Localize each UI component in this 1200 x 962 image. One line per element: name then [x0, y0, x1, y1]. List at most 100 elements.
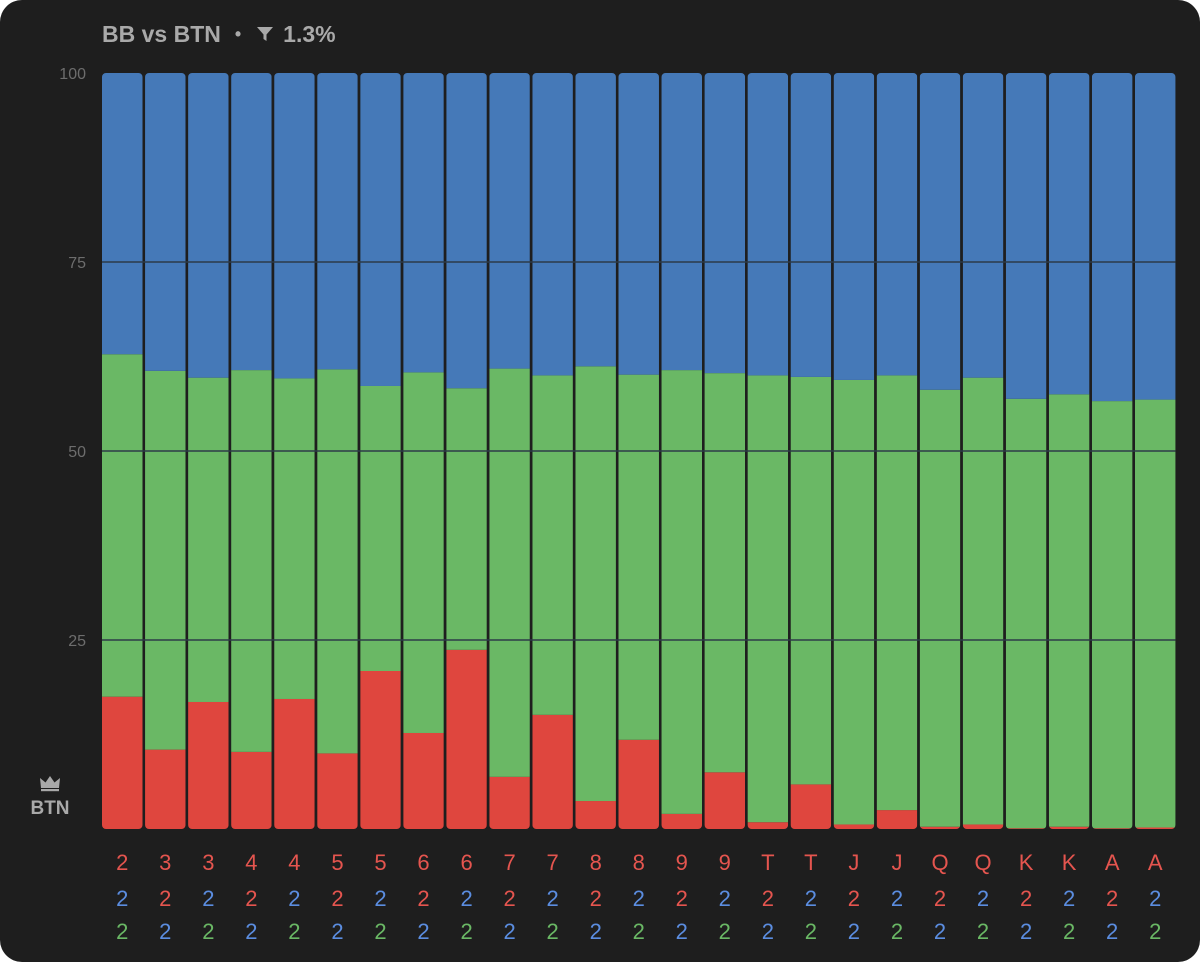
bar-segment-red[interactable] — [231, 751, 272, 829]
bar-segment-red[interactable] — [704, 772, 746, 829]
category-label: 2 — [719, 886, 731, 911]
bar-segment-blue[interactable] — [704, 73, 746, 374]
category-label: 4 — [245, 850, 257, 875]
filter-value[interactable]: 1.3% — [283, 20, 336, 47]
bar-segment-green[interactable] — [274, 378, 315, 699]
bar-segment-green[interactable] — [618, 374, 659, 740]
category-label: 2 — [245, 919, 257, 944]
bar-segment-blue[interactable] — [102, 73, 143, 355]
category-label: 2 — [331, 886, 343, 911]
bar-segment-green[interactable] — [575, 366, 616, 802]
bar-segment-red[interactable] — [790, 784, 832, 829]
y-tick-label: 100 — [59, 66, 86, 83]
bar-segment-red[interactable] — [747, 822, 789, 829]
category-label: 2 — [762, 919, 774, 944]
bar-segment-blue[interactable] — [360, 73, 401, 386]
bar-segment-green[interactable] — [145, 370, 186, 750]
bar-segment-blue[interactable] — [919, 73, 961, 390]
category-label: 2 — [547, 919, 559, 944]
category-label: 2 — [805, 919, 817, 944]
bar-segment-green[interactable] — [403, 372, 444, 733]
bar-segment-green[interactable] — [661, 370, 703, 814]
bar-segment-red[interactable] — [833, 824, 875, 829]
bar-segment-green[interactable] — [962, 377, 1004, 825]
bar-segment-blue[interactable] — [833, 73, 875, 380]
bar-segment-red[interactable] — [145, 749, 186, 829]
category-label: A — [1105, 850, 1120, 875]
bar-segment-blue[interactable] — [575, 73, 616, 367]
bar-segment-blue[interactable] — [231, 73, 272, 371]
bar-segment-green[interactable] — [446, 388, 487, 650]
bar-segment-red[interactable] — [661, 813, 703, 829]
bar-segment-green[interactable] — [231, 370, 272, 752]
bar-segment-red[interactable] — [1048, 826, 1090, 829]
bar-segment-red[interactable] — [403, 732, 444, 829]
bar-segment-blue[interactable] — [188, 73, 229, 378]
bar-segment-blue[interactable] — [1005, 73, 1047, 399]
bar-segment-blue[interactable] — [317, 73, 358, 370]
bar-segment-blue[interactable] — [747, 73, 789, 376]
bar-segment-blue[interactable] — [876, 73, 918, 376]
category-label: 2 — [503, 919, 515, 944]
bar-segment-green[interactable] — [919, 389, 961, 827]
bar-segment-green[interactable] — [747, 375, 789, 823]
bar-segment-red[interactable] — [360, 670, 401, 829]
bar-segment-blue[interactable] — [790, 73, 832, 377]
bar-segment-blue[interactable] — [532, 73, 573, 376]
bar-segment-red[interactable] — [618, 739, 659, 829]
category-label: 2 — [460, 886, 472, 911]
bar-segment-blue[interactable] — [1091, 73, 1133, 402]
filter-funnel-icon[interactable] — [255, 24, 275, 44]
bar-segment-red[interactable] — [1134, 827, 1176, 829]
bar-segment-red[interactable] — [446, 649, 487, 829]
bar-segment-red[interactable] — [188, 701, 229, 829]
bar-segment-red[interactable] — [274, 698, 315, 829]
bar-segment-red[interactable] — [489, 776, 530, 829]
bar-segment-green[interactable] — [1048, 394, 1090, 827]
category-label: 2 — [719, 919, 731, 944]
bar-segment-blue[interactable] — [1048, 73, 1090, 395]
bar-segment-red[interactable] — [317, 753, 358, 829]
category-label: 2 — [848, 886, 860, 911]
bar-segment-green[interactable] — [317, 369, 358, 754]
bar-segment-blue[interactable] — [661, 73, 703, 371]
category-label: 9 — [719, 850, 731, 875]
bar-segment-red[interactable] — [876, 810, 918, 829]
bar-segment-red[interactable] — [532, 714, 573, 829]
bar-segment-red[interactable] — [575, 801, 616, 829]
bar-segment-green[interactable] — [704, 373, 746, 773]
bar-segment-green[interactable] — [532, 375, 573, 715]
category-label: 2 — [590, 919, 602, 944]
bar-segment-blue[interactable] — [962, 73, 1004, 378]
bar-segment-green[interactable] — [1134, 399, 1176, 828]
bar-segment-green[interactable] — [1091, 401, 1133, 829]
bar-segment-blue[interactable] — [489, 73, 530, 369]
bar-segment-green[interactable] — [833, 379, 875, 825]
bar-segment-green[interactable] — [360, 385, 401, 671]
category-label: 2 — [891, 919, 903, 944]
hero-position: BTN — [18, 774, 82, 820]
bar-segment-green[interactable] — [102, 354, 143, 697]
bar-segment-blue[interactable] — [145, 73, 186, 371]
category-label: 2 — [676, 886, 688, 911]
bar-segment-blue[interactable] — [274, 73, 315, 379]
category-label: 8 — [590, 850, 602, 875]
bar-segment-blue[interactable] — [1134, 73, 1176, 400]
bar-segment-green[interactable] — [790, 376, 832, 785]
bar-segment-green[interactable] — [876, 375, 918, 811]
bar-segment-blue[interactable] — [446, 73, 487, 389]
bar-segment-green[interactable] — [188, 377, 229, 702]
category-label: 2 — [934, 919, 946, 944]
bar-segment-green[interactable] — [489, 368, 530, 777]
bar-segment-red[interactable] — [962, 824, 1004, 829]
category-label: 2 — [547, 886, 559, 911]
bar-segment-red[interactable] — [919, 826, 961, 829]
category-label: 2 — [116, 850, 128, 875]
bar-segment-green[interactable] — [1005, 398, 1047, 829]
bar-segment-blue[interactable] — [403, 73, 444, 373]
bar-segment-red[interactable] — [102, 696, 143, 829]
bar-segment-red[interactable] — [1005, 828, 1047, 829]
bar-segment-red[interactable] — [1091, 828, 1133, 829]
category-label: 3 — [159, 850, 171, 875]
bar-segment-blue[interactable] — [618, 73, 659, 375]
